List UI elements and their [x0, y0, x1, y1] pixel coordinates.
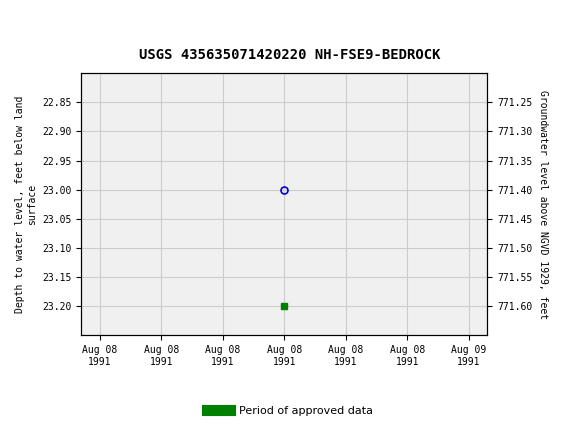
- Legend: Period of approved data: Period of approved data: [203, 401, 377, 420]
- Text: USGS 435635071420220 NH-FSE9-BEDROCK: USGS 435635071420220 NH-FSE9-BEDROCK: [139, 48, 441, 62]
- Text: USGS: USGS: [75, 16, 135, 35]
- Y-axis label: Groundwater level above NGVD 1929, feet: Groundwater level above NGVD 1929, feet: [538, 90, 548, 319]
- Y-axis label: Depth to water level, feet below land
surface: Depth to water level, feet below land su…: [15, 95, 37, 313]
